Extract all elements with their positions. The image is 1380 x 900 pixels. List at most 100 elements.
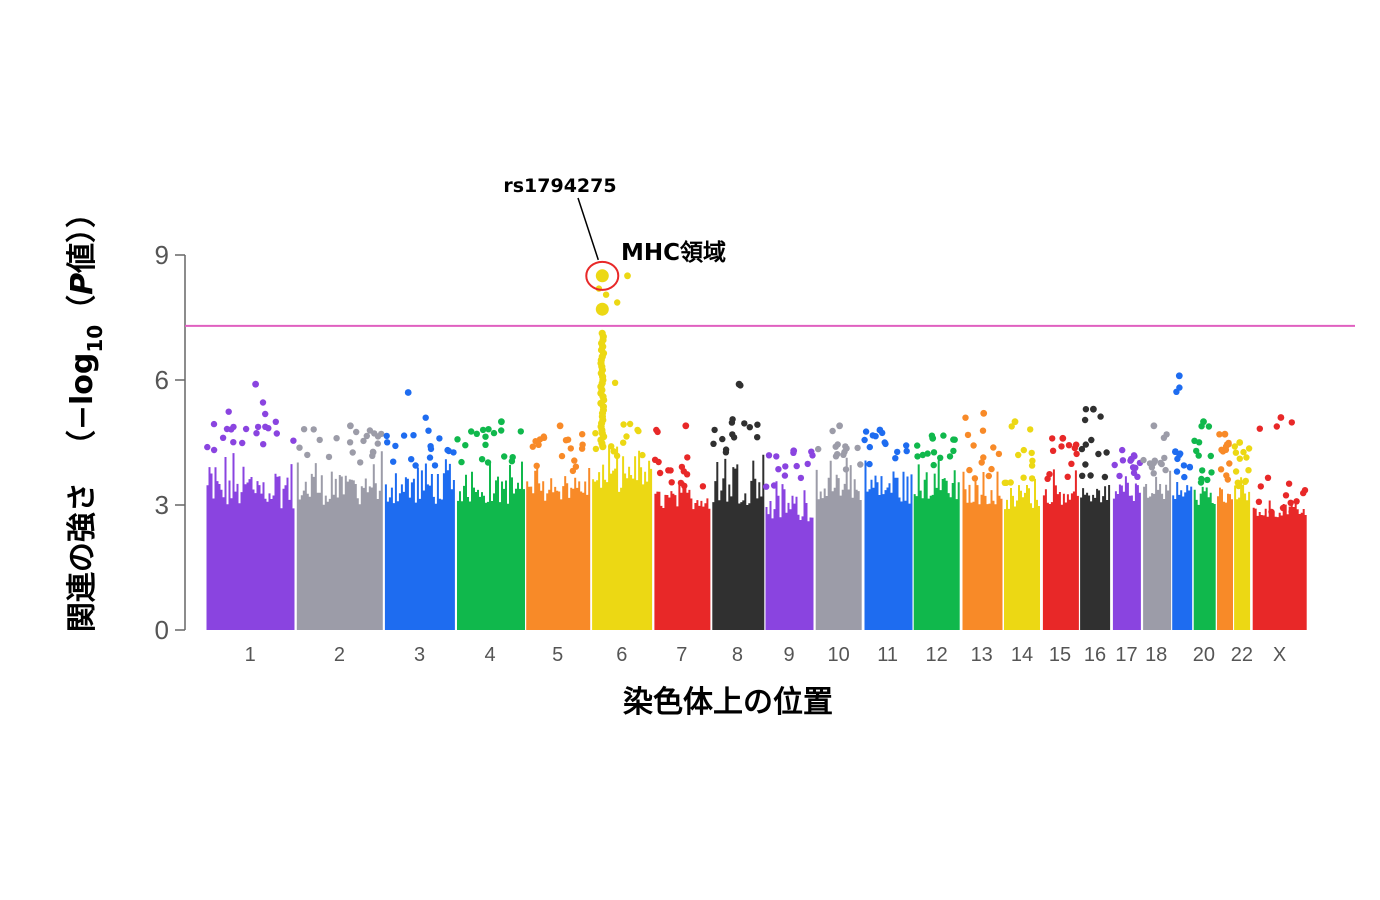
snp-point: [1049, 447, 1057, 454]
snp-point: [634, 426, 641, 434]
chromosome-5-body: [526, 468, 591, 630]
snp-point: [230, 423, 237, 431]
chromosome-5-points: [526, 422, 591, 630]
snp-point: [325, 453, 333, 461]
snp-point: [410, 432, 417, 439]
snp-point: [273, 430, 280, 437]
snp-point: [592, 430, 599, 437]
x-tick-label-chr-6: 6: [616, 644, 627, 666]
snp-point: [1240, 448, 1247, 456]
snp-point: [260, 441, 267, 448]
chromosome-10-body: [815, 457, 862, 630]
snp-point: [1218, 446, 1225, 453]
x-tick-label-chr-7: 7: [676, 644, 687, 666]
snp-point: [230, 439, 237, 446]
snp-point: [265, 425, 272, 432]
lead-snp-point: [595, 269, 609, 283]
snp-point: [741, 420, 748, 427]
snp-point: [950, 447, 957, 455]
y-tick-label-6: 6: [155, 365, 169, 395]
snp-point: [971, 475, 979, 482]
chromosome-2-body: [296, 451, 383, 630]
snp-point: [239, 439, 246, 447]
snp-point: [571, 457, 578, 464]
snp-point: [962, 414, 969, 421]
snp-point: [782, 463, 789, 470]
snp-point: [392, 442, 399, 450]
snp-point: [815, 445, 822, 453]
snp-point: [930, 449, 938, 456]
snp-point: [1234, 479, 1242, 486]
snp-point: [598, 329, 606, 337]
snp-point: [861, 436, 868, 444]
snp-point: [1173, 468, 1181, 475]
snp-point: [1223, 472, 1230, 479]
snp-point: [1161, 454, 1168, 462]
chromosome-2-top-snp: [347, 422, 354, 430]
snp-point: [1103, 449, 1110, 456]
snp-point: [919, 451, 926, 459]
x-tick-label-chr-20: 20: [1193, 644, 1215, 666]
chromosome-11-points: [861, 426, 913, 630]
snp-point: [881, 439, 888, 446]
snp-point: [1020, 474, 1027, 481]
snp-point: [924, 450, 931, 457]
x-tick-label-chr-11: 11: [877, 644, 898, 666]
snp-point: [1134, 473, 1141, 480]
snp-point: [990, 444, 997, 451]
chromosome-11-body: [864, 460, 913, 630]
snp-point: [1195, 439, 1203, 446]
chromosome-18-body: [1143, 470, 1172, 630]
snp-point: [892, 455, 899, 462]
chromosome-6-top-snp: [624, 272, 631, 280]
snp-point: [1205, 423, 1213, 430]
snp-point: [535, 441, 542, 448]
chromosome-4-points: [454, 418, 525, 630]
chromosome-7-body: [654, 481, 711, 630]
snp-point: [710, 440, 717, 447]
snp-points: [204, 269, 1309, 630]
snp-point: [473, 430, 480, 437]
x-tick-label-chr-16: 16: [1084, 644, 1106, 666]
snp-point: [390, 458, 397, 465]
snp-point: [1226, 460, 1233, 467]
chromosome-X-body: [1252, 499, 1307, 630]
x-axis-title: 染色体上の位置: [623, 685, 833, 720]
snp-point: [272, 418, 279, 425]
snp-point: [501, 453, 508, 460]
snp-point: [1217, 466, 1225, 473]
snp-point: [667, 467, 674, 474]
x-tick-label-chr-18: 18: [1145, 644, 1167, 666]
y-axis-title-sub: 10: [83, 325, 107, 353]
snp-point: [533, 462, 540, 469]
snp-point: [980, 454, 987, 461]
snp-point: [1162, 466, 1169, 474]
snp-point: [1193, 447, 1200, 455]
snp-point: [862, 428, 870, 435]
snp-point: [427, 443, 434, 450]
snp-point: [1225, 441, 1232, 448]
chromosome-7-points: [651, 422, 711, 630]
snp-point: [558, 452, 566, 460]
snp-point: [1279, 504, 1287, 512]
snp-point: [808, 448, 815, 455]
snp-point: [1176, 384, 1183, 391]
snp-point: [1101, 473, 1109, 481]
snp-point: [262, 410, 269, 418]
snp-point: [1231, 443, 1239, 450]
snp-point: [1029, 457, 1036, 464]
snp-point: [290, 437, 297, 444]
snp-point: [1150, 470, 1157, 477]
x-tick-label-chr-14: 14: [1011, 644, 1033, 666]
chromosome-8-top-snp: [735, 380, 743, 388]
snp-point: [1264, 474, 1272, 481]
snp-point: [620, 421, 627, 428]
x-tick-label-chr-2: 2: [334, 644, 345, 666]
snp-point: [1293, 498, 1300, 505]
snp-point: [1088, 436, 1095, 444]
snp-point: [985, 472, 992, 480]
snp-point: [866, 460, 873, 468]
snp-point: [1232, 468, 1240, 475]
snp-point: [1020, 446, 1027, 454]
snp-point: [1207, 452, 1215, 460]
